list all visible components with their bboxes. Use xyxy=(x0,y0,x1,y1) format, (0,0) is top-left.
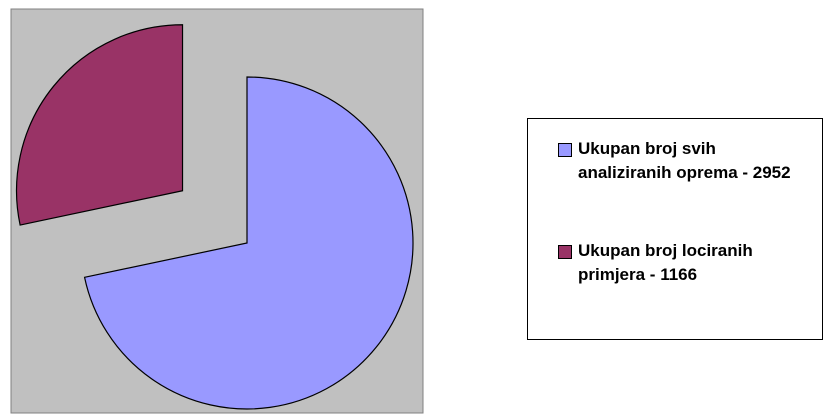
pie-slice xyxy=(83,76,414,410)
legend-label: Ukupan broj lociranih primjera - 1166 xyxy=(578,241,753,284)
pie-slice xyxy=(15,24,184,226)
legend-label: Ukupan broj svih analiziranih oprema - 2… xyxy=(578,139,791,182)
legend: Ukupan broj svih analiziranih oprema - 2… xyxy=(527,118,823,340)
legend-item: Ukupan broj lociranih primjera - 1166 xyxy=(558,239,808,287)
legend-swatch xyxy=(558,143,572,157)
legend-swatch xyxy=(558,245,572,259)
legend-item: Ukupan broj svih analiziranih oprema - 2… xyxy=(558,137,808,185)
